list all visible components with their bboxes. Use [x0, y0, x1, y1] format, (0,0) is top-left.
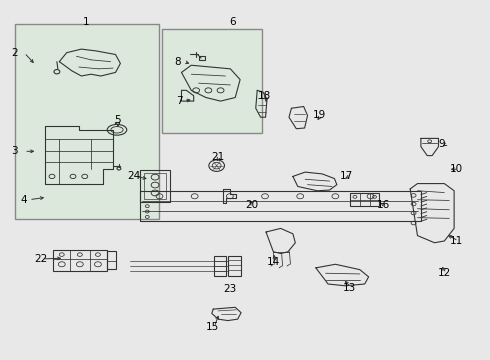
- Text: 12: 12: [438, 268, 451, 278]
- Text: 8: 8: [174, 57, 181, 67]
- Text: 1: 1: [83, 17, 90, 27]
- Text: 10: 10: [450, 164, 464, 174]
- Bar: [199, 56, 205, 60]
- Text: 22: 22: [34, 254, 47, 264]
- Bar: [144, 173, 166, 199]
- Text: 9: 9: [438, 139, 444, 149]
- Text: 20: 20: [245, 200, 258, 210]
- Text: 19: 19: [313, 111, 326, 121]
- Bar: [107, 251, 116, 269]
- Text: 18: 18: [258, 91, 271, 101]
- Text: 5: 5: [115, 116, 121, 125]
- Bar: [162, 30, 262, 134]
- Text: 16: 16: [377, 200, 390, 210]
- Bar: [141, 170, 170, 202]
- Text: 21: 21: [211, 152, 224, 162]
- Bar: [140, 191, 421, 221]
- Bar: [228, 256, 241, 276]
- Text: 23: 23: [223, 284, 236, 294]
- Text: 13: 13: [343, 283, 356, 293]
- Bar: [350, 193, 379, 206]
- Text: 6: 6: [229, 17, 236, 27]
- Bar: [53, 250, 107, 271]
- Bar: [214, 256, 226, 276]
- Bar: [15, 24, 159, 220]
- Text: 11: 11: [450, 236, 464, 246]
- Text: 14: 14: [267, 257, 280, 267]
- Text: 3: 3: [11, 146, 18, 156]
- Text: 4: 4: [20, 195, 27, 205]
- Text: 24: 24: [128, 171, 141, 181]
- Text: 2: 2: [11, 48, 18, 58]
- Text: 15: 15: [206, 322, 219, 332]
- Text: 7: 7: [176, 96, 183, 106]
- Text: 17: 17: [340, 171, 353, 181]
